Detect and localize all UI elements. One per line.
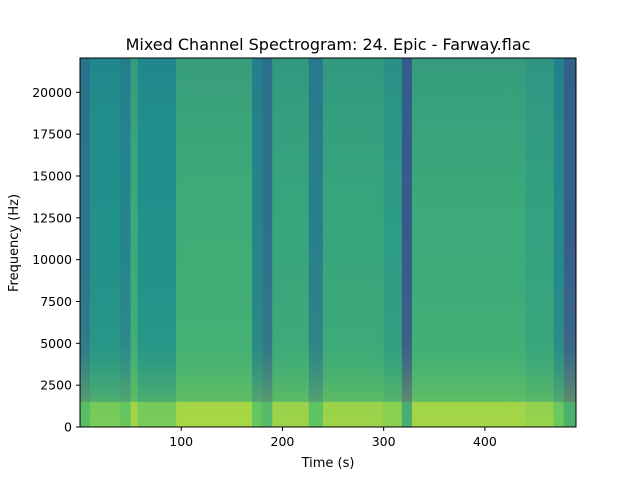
x-axis: 100 200 300 400	[169, 427, 497, 449]
frequency-shading	[80, 58, 576, 427]
x-tick-label: 200	[271, 434, 295, 449]
low-frequency-band	[412, 401, 526, 427]
y-tick-label: 5000	[40, 336, 72, 351]
x-tick-label: 300	[372, 434, 396, 449]
y-tick-label: 17500	[32, 127, 72, 142]
low-frequency-band	[553, 401, 564, 427]
chart-title: Mixed Channel Spectrogram: 24. Epic - Fa…	[126, 35, 531, 54]
low-frequency-band	[563, 401, 576, 427]
low-frequency-band	[130, 401, 138, 427]
low-frequency-band	[272, 401, 309, 427]
low-frequency-band	[383, 401, 402, 427]
low-frequency-band	[252, 401, 263, 427]
low-frequency-band	[262, 401, 273, 427]
y-axis-label: Frequency (Hz)	[7, 194, 22, 292]
y-tick-label: 20000	[32, 85, 72, 100]
x-axis-label: Time (s)	[301, 456, 355, 471]
low-frequency-band	[90, 401, 121, 427]
low-frequency-band	[525, 401, 554, 427]
x-tick-label: 400	[473, 434, 497, 449]
y-tick-label: 2500	[40, 378, 72, 393]
y-tick-label: 10000	[32, 252, 72, 267]
low-frequency-band	[308, 401, 323, 427]
low-frequency-band	[137, 401, 177, 427]
y-axis: 0 2500 5000 7500 10000 12500 15000 17500 20000	[32, 85, 80, 435]
plot-frame	[79, 57, 577, 428]
low-frequency-band	[176, 401, 253, 427]
low-frequency-band	[80, 401, 91, 427]
x-tick-label: 100	[169, 434, 193, 449]
y-tick-label: 7500	[40, 294, 72, 309]
y-tick-label: 15000	[32, 168, 72, 183]
low-frequency-band	[401, 401, 413, 427]
low-frequency-band	[120, 401, 131, 427]
y-tick-label: 0	[64, 420, 72, 435]
low-frequency-band	[322, 401, 384, 427]
y-tick-label: 12500	[32, 210, 72, 225]
spectrogram-plot-area	[80, 58, 576, 427]
